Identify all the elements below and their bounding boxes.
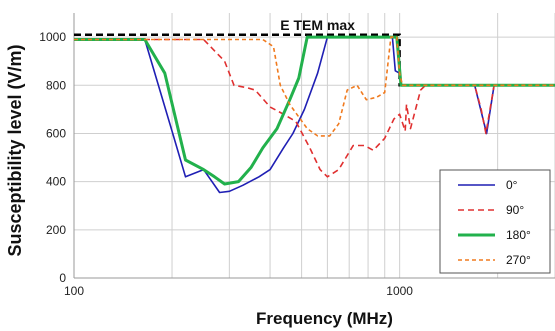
x-axis-title: Frequency (MHz) bbox=[256, 309, 393, 328]
legend-box bbox=[439, 169, 551, 274]
series-line-2 bbox=[74, 35, 555, 186]
y-tick-label-0: 0 bbox=[59, 271, 66, 285]
legend-label-0: 0° bbox=[506, 178, 518, 192]
x-tick-label-1: 1000 bbox=[386, 284, 413, 298]
x-tick-label-0: 100 bbox=[64, 284, 84, 298]
legend-label-3: 270° bbox=[506, 253, 531, 267]
series-group bbox=[74, 35, 555, 194]
legend: 0° 90° 180° 270° bbox=[439, 169, 551, 274]
y-tick-label-2: 400 bbox=[46, 175, 66, 189]
y-tick-label-4: 800 bbox=[46, 78, 66, 92]
y-tick-label-5: 1000 bbox=[39, 30, 66, 44]
annotation-etem-max: E TEM max bbox=[280, 17, 355, 33]
y-tick-label-3: 600 bbox=[46, 126, 66, 140]
y-axis-title: Susceptibility level (V/m) bbox=[5, 44, 25, 256]
tick-labels: 0 200 400 600 800 1000 100 1000 bbox=[39, 30, 413, 298]
legend-label-1: 90° bbox=[506, 203, 524, 217]
legend-label-2: 180° bbox=[506, 228, 531, 242]
y-tick-label-1: 200 bbox=[46, 223, 66, 237]
series-line-3 bbox=[74, 36, 555, 137]
